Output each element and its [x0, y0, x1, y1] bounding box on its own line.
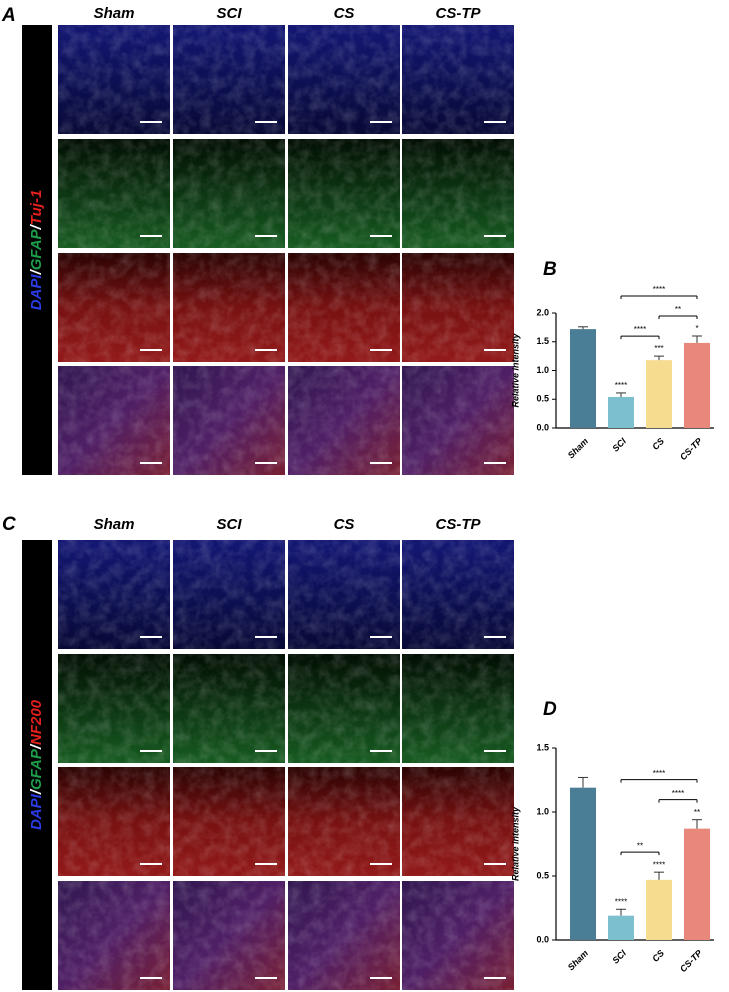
stain-part: GFAP — [28, 228, 45, 270]
micrograph-texture — [58, 253, 170, 362]
micrograph-texture — [58, 139, 170, 248]
significance-label: * — [695, 324, 698, 333]
y-tick-label: 1.5 — [536, 742, 549, 752]
micrograph-texture — [288, 25, 400, 134]
micrograph-texture — [58, 25, 170, 134]
comparison-label: **** — [653, 769, 665, 778]
micrograph-texture — [173, 139, 285, 248]
micrograph-texture — [402, 253, 514, 362]
micrograph-texture — [402, 881, 514, 990]
micrograph-texture — [173, 881, 285, 990]
micrograph-texture — [173, 253, 285, 362]
column-header: CS-TP — [436, 516, 482, 533]
stain-strip — [22, 25, 52, 475]
micrograph-texture — [173, 366, 285, 475]
bar — [646, 879, 672, 940]
significance-label: **** — [615, 897, 627, 906]
column-header: Sham — [94, 5, 135, 22]
comparison-label: **** — [634, 325, 646, 334]
x-tick-label: CS — [650, 948, 666, 964]
bar — [608, 396, 634, 428]
micrograph-texture — [288, 654, 400, 763]
column-header: CS — [334, 5, 355, 22]
x-tick-label: SCI — [610, 948, 628, 966]
stain-label: DAPI/GFAP/Tuj-1 — [28, 190, 45, 311]
micrograph-texture — [173, 767, 285, 876]
x-tick-label: Sham — [566, 436, 590, 460]
micrograph-texture — [58, 366, 170, 475]
column-header: SCI — [216, 516, 242, 533]
bar — [608, 915, 634, 940]
stain-part: DAPI — [28, 793, 45, 830]
y-tick-label: 0.0 — [536, 422, 549, 432]
y-axis-label: Relative intensity — [510, 332, 520, 407]
comparison-label: **** — [653, 285, 665, 294]
bar — [684, 828, 710, 940]
bar — [570, 787, 596, 940]
micrograph-texture — [173, 540, 285, 649]
x-tick-label: CS — [650, 436, 666, 452]
y-tick-label: 1.0 — [536, 365, 549, 375]
micrograph-texture — [58, 540, 170, 649]
micrograph-texture — [288, 767, 400, 876]
panel-letter: A — [1, 5, 16, 26]
micrograph-texture — [173, 25, 285, 134]
panel-letter: D — [543, 699, 557, 720]
panel-letter: B — [543, 259, 557, 280]
stain-part: GFAP — [28, 748, 45, 790]
micrograph-texture — [288, 366, 400, 475]
micrograph-texture — [402, 25, 514, 134]
column-header: CS — [334, 516, 355, 533]
comparison-label: **** — [672, 789, 684, 798]
stain-label: DAPI/GFAP/NF200 — [28, 699, 45, 830]
y-tick-label: 1.0 — [536, 806, 549, 816]
micrograph-texture — [58, 881, 170, 990]
micrograph-texture — [402, 654, 514, 763]
y-tick-label: 2.0 — [536, 307, 549, 317]
significance-label: *** — [654, 344, 663, 353]
micrograph-texture — [402, 139, 514, 248]
micrograph-texture — [288, 139, 400, 248]
column-header: SCI — [216, 5, 242, 22]
micrograph-texture — [58, 654, 170, 763]
y-tick-label: 0.5 — [536, 394, 549, 404]
column-header: Sham — [94, 516, 135, 533]
y-tick-label: 0.0 — [536, 934, 549, 944]
x-tick-label: CS-TP — [678, 947, 705, 974]
stain-strip — [22, 540, 52, 990]
significance-label: **** — [615, 381, 627, 390]
stain-part: Tuj-1 — [28, 190, 45, 226]
bar — [646, 360, 672, 428]
x-tick-label: CS-TP — [678, 435, 705, 462]
y-tick-label: 0.5 — [536, 870, 549, 880]
x-tick-label: SCI — [610, 436, 628, 454]
stain-part: / — [28, 268, 45, 275]
micrograph-texture — [58, 767, 170, 876]
bar — [684, 342, 710, 428]
y-axis-label: Relative intensity — [510, 806, 520, 881]
bar — [570, 329, 596, 428]
x-tick-label: Sham — [566, 948, 590, 972]
stain-part: / — [28, 788, 45, 795]
micrograph-texture — [288, 881, 400, 990]
micrograph-texture — [173, 654, 285, 763]
micrograph-texture — [288, 540, 400, 649]
significance-label: ** — [694, 808, 700, 817]
stain-part: / — [28, 223, 45, 230]
panel-letter: C — [2, 514, 16, 535]
stain-part: NF200 — [28, 699, 45, 745]
micrograph-texture — [288, 253, 400, 362]
micrograph-texture — [402, 366, 514, 475]
micrograph-texture — [402, 767, 514, 876]
comparison-label: ** — [637, 841, 643, 850]
comparison-label: ** — [675, 305, 681, 314]
column-header: CS-TP — [436, 5, 482, 22]
stain-part: / — [28, 743, 45, 750]
y-tick-label: 1.5 — [536, 336, 549, 346]
micrograph-texture — [402, 540, 514, 649]
stain-part: DAPI — [28, 274, 45, 311]
significance-label: **** — [653, 860, 665, 869]
